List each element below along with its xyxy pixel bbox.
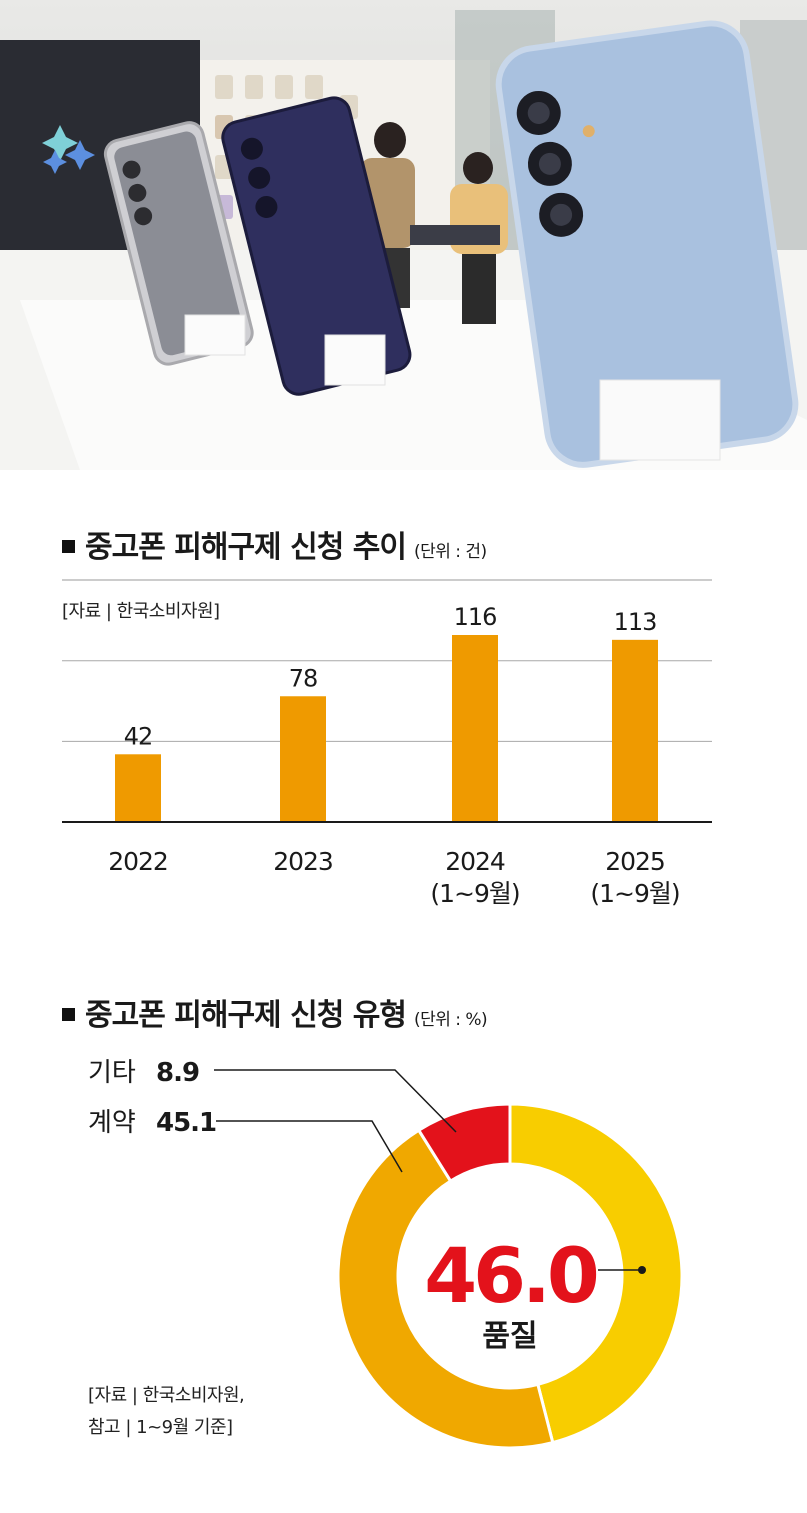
- bar: [452, 635, 498, 822]
- donut-source-line-2: 참고 | 1~9월 기준]: [88, 1417, 233, 1438]
- donut-chart-title-text: 중고폰 피해구제 신청 유형: [85, 998, 407, 1033]
- bar-value-label: 113: [614, 608, 657, 636]
- bar: [612, 639, 658, 822]
- bar-value-label: 42: [124, 722, 153, 750]
- donut-center-value: 46.0: [424, 1231, 597, 1320]
- donut-chart-title: 중고폰 피해구제 신청 유형 (단위 : %): [62, 990, 488, 1034]
- donut-label-other-value: 8.9: [156, 1058, 199, 1088]
- x-tick-label: 2024: [445, 847, 505, 876]
- x-tick-label: (1~9월): [590, 879, 679, 908]
- square-bullet-icon: [62, 1008, 75, 1021]
- donut-source-line-1: [자료 | 한국소비자원,: [88, 1385, 245, 1406]
- square-bullet-icon: [62, 540, 75, 553]
- donut-slice: [416, 1102, 512, 1184]
- donut-slice: [508, 1102, 684, 1445]
- bar-chart-title: 중고폰 피해구제 신청 추이 (단위 : 건): [62, 522, 487, 566]
- bar-value-label: 116: [454, 603, 497, 631]
- donut-leader-line: [214, 1069, 457, 1133]
- donut-center-label: 품질: [482, 1319, 537, 1354]
- bar-value-label: 78: [289, 664, 318, 692]
- donut-chart-source: [자료 | 한국소비자원, 참고 | 1~9월 기준]: [88, 1380, 245, 1444]
- donut-chart-unit: (단위 : %): [413, 1010, 488, 1030]
- donut-label-contract-value: 45.1: [156, 1108, 216, 1138]
- donut-leader-dot: [638, 1266, 646, 1274]
- bar: [115, 754, 161, 822]
- x-tick-label: (1~9월): [430, 879, 519, 908]
- bar-chart-unit: (단위 : 건): [413, 542, 487, 562]
- donut-label-contract-name: 계약: [88, 1108, 136, 1138]
- x-tick-label: 2023: [273, 847, 333, 876]
- donut-leader-line: [216, 1120, 403, 1173]
- x-tick-label: 2025: [605, 847, 665, 876]
- x-tick-label: 2022: [108, 847, 168, 876]
- donut-slice: [336, 1128, 555, 1450]
- donut-label-other-name: 기타: [88, 1058, 136, 1088]
- bar-chart-title-text: 중고폰 피해구제 신청 추이: [85, 530, 407, 565]
- header-photo: [0, 0, 807, 470]
- bar-chart-source: [자료 | 한국소비자원]: [62, 601, 220, 622]
- bar: [280, 696, 326, 822]
